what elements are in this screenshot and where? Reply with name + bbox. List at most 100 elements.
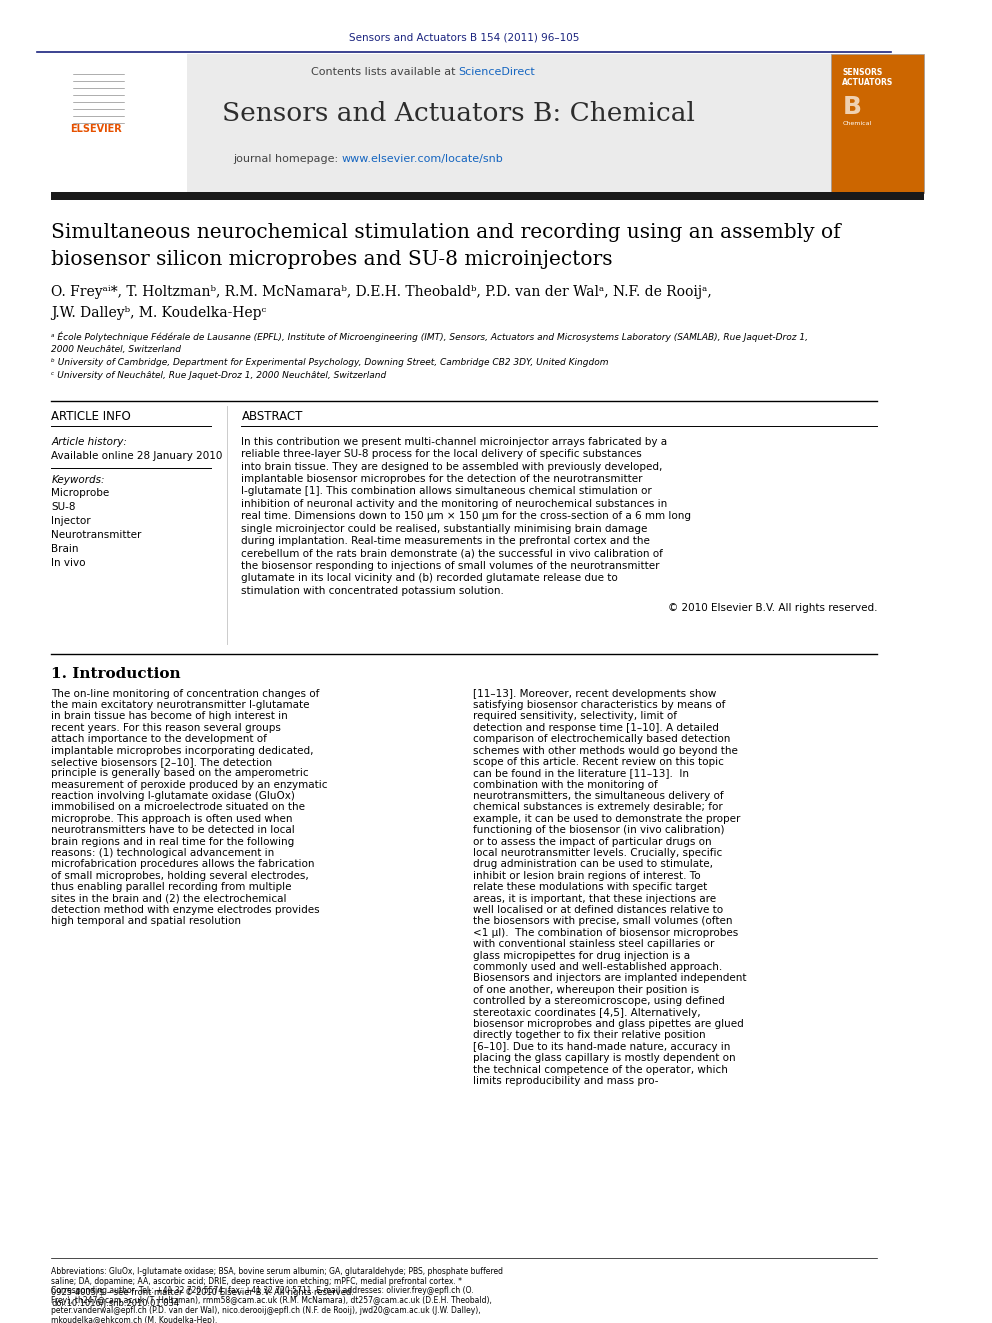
Text: 1. Introduction: 1. Introduction (52, 667, 182, 681)
Text: peter.vanderwal@epfl.ch (P.D. van der Wal), nico.derooij@epfl.ch (N.F. de Rooij): peter.vanderwal@epfl.ch (P.D. van der Wa… (52, 1306, 481, 1315)
Text: microprobe. This approach is often used when: microprobe. This approach is often used … (52, 814, 293, 824)
Text: the biosensor responding to injections of small volumes of the neurotransmitter: the biosensor responding to injections o… (241, 561, 660, 570)
Text: areas, it is important, that these injections are: areas, it is important, that these injec… (473, 893, 716, 904)
Text: controlled by a stereomicroscope, using defined: controlled by a stereomicroscope, using … (473, 996, 724, 1007)
Text: detection and response time [1–10]. A detailed: detection and response time [1–10]. A de… (473, 722, 718, 733)
Text: recent years. For this reason several groups: recent years. For this reason several gr… (52, 722, 282, 733)
Text: B: B (842, 95, 861, 119)
Text: reaction involving l-glutamate oxidase (GluOx): reaction involving l-glutamate oxidase (… (52, 791, 296, 802)
Text: Biosensors and injectors are implanted independent: Biosensors and injectors are implanted i… (473, 974, 746, 983)
Text: Sensors and Actuators B 154 (2011) 96–105: Sensors and Actuators B 154 (2011) 96–10… (349, 33, 579, 42)
Text: glass micropipettes for drug injection is a: glass micropipettes for drug injection i… (473, 951, 689, 960)
Text: ᵃ École Polytechnique Fédérale de Lausanne (EPFL), Institute of Microengineering: ᵃ École Polytechnique Fédérale de Lausan… (52, 332, 808, 343)
Text: mkoudelka@ehkcom.ch (M. Koudelka-Hep).: mkoudelka@ehkcom.ch (M. Koudelka-Hep). (52, 1316, 217, 1323)
Text: stimulation with concentrated potassium solution.: stimulation with concentrated potassium … (241, 586, 504, 595)
Text: well localised or at defined distances relative to: well localised or at defined distances r… (473, 905, 723, 916)
Text: selective biosensors [2–10]. The detection: selective biosensors [2–10]. The detecti… (52, 757, 273, 767)
Text: cerebellum of the rats brain demonstrate (a) the successful in vivo calibration : cerebellum of the rats brain demonstrate… (241, 548, 664, 558)
Bar (52, 54, 833, 193)
Text: in brain tissue has become of high interest in: in brain tissue has become of high inter… (52, 712, 289, 721)
Text: Abbreviations: GluOx, l-glutamate oxidase; BSA, bovine serum albumin; GA, glutar: Abbreviations: GluOx, l-glutamate oxidas… (52, 1266, 504, 1275)
Text: required sensitivity, selectivity, limit of: required sensitivity, selectivity, limit… (473, 712, 677, 721)
Text: Available online 28 January 2010: Available online 28 January 2010 (52, 451, 223, 460)
Text: ᶜ University of Neuchâtel, Rue Jaquet-Droz 1, 2000 Neuchâtel, Switzerland: ᶜ University of Neuchâtel, Rue Jaquet-Dr… (52, 370, 387, 380)
Text: principle is generally based on the amperometric: principle is generally based on the ampe… (52, 769, 310, 778)
Text: [6–10]. Due to its hand-made nature, accuracy in: [6–10]. Due to its hand-made nature, acc… (473, 1041, 730, 1052)
Text: 2000 Neuchâtel, Switzerland: 2000 Neuchâtel, Switzerland (52, 345, 182, 355)
Text: neurotransmitters have to be detected in local: neurotransmitters have to be detected in… (52, 826, 296, 835)
Text: ARTICLE INFO: ARTICLE INFO (52, 410, 131, 422)
Text: limits reproducibility and mass pro-: limits reproducibility and mass pro- (473, 1076, 659, 1086)
Text: brain regions and in real time for the following: brain regions and in real time for the f… (52, 836, 295, 847)
Text: l-glutamate [1]. This combination allows simultaneous chemical stimulation or: l-glutamate [1]. This combination allows… (241, 487, 653, 496)
Text: ᵇ University of Cambridge, Department for Experimental Psychology, Downing Stree: ᵇ University of Cambridge, Department fo… (52, 359, 609, 366)
Text: Microprobe: Microprobe (52, 488, 110, 499)
Text: with conventional stainless steel capillaries or: with conventional stainless steel capill… (473, 939, 714, 949)
Text: 0925-4005/$ – see front matter © 2010 Elsevier B.V. All rights reserved.: 0925-4005/$ – see front matter © 2010 El… (52, 1289, 354, 1298)
Text: of small microprobes, holding several electrodes,: of small microprobes, holding several el… (52, 871, 310, 881)
Text: Simultaneous neurochemical stimulation and recording using an assembly of: Simultaneous neurochemical stimulation a… (52, 224, 841, 242)
Text: In this contribution we present multi-channel microinjector arrays fabricated by: In this contribution we present multi-ch… (241, 437, 668, 447)
Text: satisfying biosensor characteristics by means of: satisfying biosensor characteristics by … (473, 700, 725, 710)
Text: reasons: (1) technological advancement in: reasons: (1) technological advancement i… (52, 848, 275, 859)
Text: drug administration can be used to stimulate,: drug administration can be used to stimu… (473, 860, 712, 869)
Text: www.elsevier.com/locate/snb: www.elsevier.com/locate/snb (341, 153, 503, 164)
Bar (52, 54, 187, 193)
Text: [11–13]. Moreover, recent developments show: [11–13]. Moreover, recent developments s… (473, 688, 716, 699)
Text: inhibit or lesion brain regions of interest. To: inhibit or lesion brain regions of inter… (473, 871, 700, 881)
Text: attach importance to the development of: attach importance to the development of (52, 734, 268, 744)
Text: Frey), th247@cam.ac.uk (T. Holtzman), rmm58@cam.ac.uk (R.M. McNamara), dt257@cam: Frey), th247@cam.ac.uk (T. Holtzman), rm… (52, 1297, 492, 1306)
Text: the main excitatory neurotransmitter l-glutamate: the main excitatory neurotransmitter l-g… (52, 700, 310, 710)
Text: In vivo: In vivo (52, 558, 86, 568)
Text: commonly used and well-established approach.: commonly used and well-established appro… (473, 962, 722, 972)
Text: the biosensors with precise, small volumes (often: the biosensors with precise, small volum… (473, 917, 732, 926)
Text: placing the glass capillary is mostly dependent on: placing the glass capillary is mostly de… (473, 1053, 735, 1064)
Text: Brain: Brain (52, 544, 79, 554)
Text: combination with the monitoring of: combination with the monitoring of (473, 779, 658, 790)
Text: chemical substances is extremely desirable; for: chemical substances is extremely desirab… (473, 803, 722, 812)
Text: single microinjector could be realised, substantially minimising brain damage: single microinjector could be realised, … (241, 524, 648, 533)
Text: saline; DA, dopamine; AA, ascorbic acid; DRIE, deep reactive ion etching; mPFC, : saline; DA, dopamine; AA, ascorbic acid;… (52, 1277, 462, 1286)
Text: SENSORS
ACTUATORS: SENSORS ACTUATORS (842, 67, 894, 87)
Text: biosensor silicon microprobes and SU-8 microinjectors: biosensor silicon microprobes and SU-8 m… (52, 250, 613, 269)
Text: O. Freyᵃⁱ*, T. Holtzmanᵇ, R.M. McNamaraᵇ, D.E.H. Theobaldᵇ, P.D. van der Walᵃ, N: O. Freyᵃⁱ*, T. Holtzmanᵇ, R.M. McNamaraᵇ… (52, 286, 712, 299)
Text: ELSEVIER: ELSEVIER (70, 124, 122, 134)
Text: real time. Dimensions down to 150 μm × 150 μm for the cross-section of a 6 mm lo: real time. Dimensions down to 150 μm × 1… (241, 511, 691, 521)
Text: © 2010 Elsevier B.V. All rights reserved.: © 2010 Elsevier B.V. All rights reserved… (668, 603, 877, 613)
Text: Article history:: Article history: (52, 437, 127, 447)
Text: relate these modulations with specific target: relate these modulations with specific t… (473, 882, 707, 892)
Text: functioning of the biosensor (in vivo calibration): functioning of the biosensor (in vivo ca… (473, 826, 724, 835)
Text: ScienceDirect: ScienceDirect (458, 67, 536, 77)
Text: Corresponding author. Tel.: +41 32 720 5574; fax: +41 32 720 5711. E-mail addres: Corresponding author. Tel.: +41 32 720 5… (52, 1286, 474, 1295)
Text: microfabrication procedures allows the fabrication: microfabrication procedures allows the f… (52, 860, 315, 869)
Text: thus enabling parallel recording from multiple: thus enabling parallel recording from mu… (52, 882, 292, 892)
Text: Sensors and Actuators B: Chemical: Sensors and Actuators B: Chemical (222, 102, 695, 127)
Text: reliable three-layer SU-8 process for the local delivery of specific substances: reliable three-layer SU-8 process for th… (241, 450, 642, 459)
Text: J.W. Dalleyᵇ, M. Koudelka-Hepᶜ: J.W. Dalleyᵇ, M. Koudelka-Hepᶜ (52, 306, 267, 320)
Text: detection method with enzyme electrodes provides: detection method with enzyme electrodes … (52, 905, 320, 916)
Text: immobilised on a microelectrode situated on the: immobilised on a microelectrode situated… (52, 803, 306, 812)
Text: Contents lists available at: Contents lists available at (310, 67, 458, 77)
Text: into brain tissue. They are designed to be assembled with previously developed,: into brain tissue. They are designed to … (241, 462, 663, 472)
Text: Chemical: Chemical (842, 122, 872, 127)
Text: implantable microprobes incorporating dedicated,: implantable microprobes incorporating de… (52, 746, 314, 755)
Text: high temporal and spatial resolution: high temporal and spatial resolution (52, 917, 241, 926)
Text: during implantation. Real-time measurements in the prefrontal cortex and the: during implantation. Real-time measureme… (241, 536, 651, 546)
Text: glutamate in its local vicinity and (b) recorded glutamate release due to: glutamate in its local vicinity and (b) … (241, 573, 618, 583)
Text: of one another, whereupon their position is: of one another, whereupon their position… (473, 984, 698, 995)
Text: schemes with other methods would go beyond the: schemes with other methods would go beyo… (473, 746, 738, 755)
Text: the technical competence of the operator, which: the technical competence of the operator… (473, 1065, 727, 1074)
Text: <1 μl).  The combination of biosensor microprobes: <1 μl). The combination of biosensor mic… (473, 927, 738, 938)
Text: sites in the brain and (2) the electrochemical: sites in the brain and (2) the electroch… (52, 893, 287, 904)
Text: journal homepage:: journal homepage: (233, 153, 341, 164)
Text: ABSTRACT: ABSTRACT (241, 410, 303, 422)
Text: biosensor microprobes and glass pipettes are glued: biosensor microprobes and glass pipettes… (473, 1019, 743, 1029)
Text: scope of this article. Recent review on this topic: scope of this article. Recent review on … (473, 757, 723, 767)
Text: or to assess the impact of particular drugs on: or to assess the impact of particular dr… (473, 836, 711, 847)
Bar (831, 54, 924, 193)
Bar (52, 192, 924, 200)
Text: SU-8: SU-8 (52, 503, 76, 512)
Text: Injector: Injector (52, 516, 91, 527)
Text: local neurotransmitter levels. Crucially, specific: local neurotransmitter levels. Crucially… (473, 848, 722, 859)
Text: implantable biosensor microprobes for the detection of the neurotransmitter: implantable biosensor microprobes for th… (241, 474, 643, 484)
